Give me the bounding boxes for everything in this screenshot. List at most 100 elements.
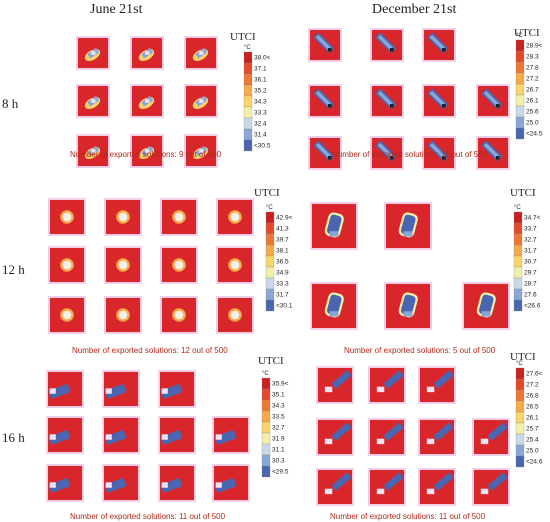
shadow-core	[429, 34, 445, 51]
solution-thumbnail	[368, 468, 406, 506]
building-shadow	[48, 383, 71, 400]
legend-title: UTCI	[510, 351, 536, 363]
legend-label: 25.0	[526, 120, 539, 127]
building-footprint	[91, 51, 96, 55]
legend-swatch	[515, 72, 525, 85]
solution-thumbnail	[158, 416, 196, 454]
legend-swatch	[515, 378, 525, 391]
legend-label: 33.5	[272, 414, 285, 421]
building-shadow	[326, 214, 342, 236]
solution-thumbnail	[158, 370, 196, 408]
legend-unit: °C	[516, 361, 523, 367]
building-footprint	[390, 48, 394, 52]
building-footprint	[105, 434, 112, 440]
solution-thumbnail	[316, 418, 354, 456]
solution-thumbnail	[422, 136, 456, 170]
solution-thumbnail	[418, 418, 456, 456]
legend-swatch	[515, 50, 525, 63]
legend-label: 31.9	[272, 436, 285, 443]
legend-label: 36.1	[254, 77, 267, 84]
solution-thumbnail	[158, 464, 196, 502]
shadow-core	[315, 90, 331, 107]
building-footprint	[49, 388, 56, 394]
solution-thumbnail	[104, 246, 142, 284]
building-footprint	[376, 488, 385, 495]
building-footprint	[481, 311, 491, 317]
building-footprint	[442, 156, 446, 160]
building-footprint	[174, 260, 184, 270]
building-footprint	[161, 388, 168, 394]
solution-thumbnail	[308, 28, 342, 62]
legend-label: 31.7	[276, 292, 289, 299]
caption-december-16h: Number of exported solutions: 11 out of …	[330, 512, 486, 521]
legend-label: 27.6	[524, 292, 537, 299]
building-footprint	[145, 149, 150, 153]
solution-thumbnail	[418, 468, 456, 506]
solution-thumbnail	[212, 416, 250, 454]
building-footprint	[496, 104, 500, 108]
solution-thumbnail	[370, 28, 404, 62]
legend-label: 26.8	[526, 393, 539, 400]
legend-swatch	[515, 105, 525, 118]
solution-thumbnail	[216, 246, 254, 284]
legend-label: 31.7	[524, 248, 537, 255]
legend-swatch	[515, 455, 525, 468]
building-shadow	[433, 370, 454, 389]
building-shadow	[104, 477, 127, 494]
legend-label: 34.3	[254, 99, 267, 106]
row-label-12h: 12 h	[2, 262, 25, 277]
building-footprint	[174, 212, 184, 222]
building-footprint	[199, 149, 204, 153]
building-footprint	[49, 434, 56, 440]
building-shadow	[400, 214, 416, 236]
panel-june-12h: UTCI °C42.9< 41.3 39.7 38.1 36.5 34.9 33.3 31.7 <…	[48, 187, 293, 334]
legend-label: 26.1	[526, 415, 539, 422]
building-shadow	[487, 422, 508, 441]
caption-june-16h: Number of exported solutions: 11 out of …	[70, 512, 226, 521]
building-shadow	[326, 294, 342, 316]
legend-swatch	[261, 377, 271, 390]
legend-label: 42.9<	[276, 215, 293, 222]
building-shadow	[160, 383, 183, 400]
legend-swatch	[515, 61, 525, 74]
legend-swatch	[261, 443, 271, 456]
building-shadow	[104, 383, 127, 400]
legend-swatch	[515, 411, 525, 424]
shadow-core	[377, 90, 393, 107]
building-shadow	[214, 429, 237, 446]
legend-title: UTCI	[258, 355, 284, 367]
legend-label: 32.7	[272, 425, 285, 432]
building-footprint	[91, 99, 96, 103]
solution-thumbnail	[76, 36, 110, 70]
building-footprint	[376, 386, 385, 393]
solution-thumbnail	[462, 282, 510, 330]
building-footprint	[174, 310, 184, 320]
legend-unit: °C	[516, 33, 523, 39]
legend-label: <29.5	[272, 469, 289, 476]
legend-june-12h: UTCI °C42.9< 41.3 39.7 38.1 36.5 34.9 33.3 31.7 <…	[254, 187, 293, 312]
legend-swatch	[265, 244, 275, 257]
legend-unit: °C	[266, 205, 273, 211]
solution-thumbnail	[472, 468, 510, 506]
row-label-16h: 16 h	[2, 430, 25, 445]
legend-swatch	[515, 94, 525, 107]
legend-label: 38.1	[276, 248, 289, 255]
legend-label: 36.5	[276, 259, 289, 266]
legend-swatch	[513, 277, 523, 290]
legend-label: 33.7	[524, 226, 537, 233]
legend-label: 31.1	[272, 447, 285, 454]
legend-swatch	[243, 73, 253, 86]
legend-label: 35.2	[254, 88, 267, 95]
solution-thumbnail	[104, 296, 142, 334]
legend-swatch	[261, 421, 271, 434]
solution-thumbnail	[216, 296, 254, 334]
legend-swatch	[265, 277, 275, 290]
legend-swatch	[265, 288, 275, 301]
solution-thumbnail	[48, 296, 86, 334]
legend-label: 35.9<	[272, 381, 289, 388]
legend-label: 39.7	[276, 237, 289, 244]
legend-label: 41.3	[276, 226, 289, 233]
shadow-core	[315, 142, 331, 159]
building-footprint	[329, 231, 339, 237]
